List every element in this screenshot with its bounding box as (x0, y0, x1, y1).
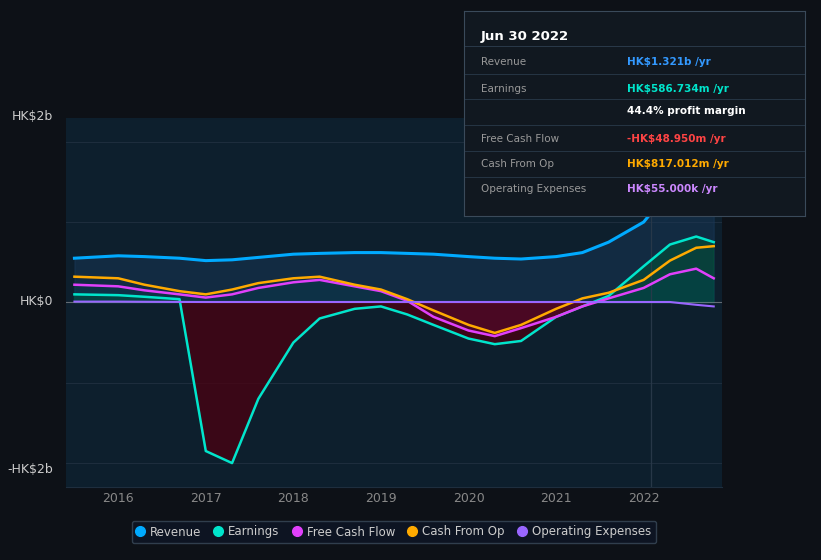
Text: HK$1.321b /yr: HK$1.321b /yr (627, 57, 711, 67)
Text: HK$0: HK$0 (20, 295, 53, 308)
Text: -HK$2b: -HK$2b (7, 463, 53, 476)
Text: Jun 30 2022: Jun 30 2022 (481, 30, 569, 43)
Text: HK$55.000k /yr: HK$55.000k /yr (627, 184, 718, 194)
Text: Free Cash Flow: Free Cash Flow (481, 134, 559, 144)
Text: HK$817.012m /yr: HK$817.012m /yr (627, 160, 729, 169)
Legend: Revenue, Earnings, Free Cash Flow, Cash From Op, Operating Expenses: Revenue, Earnings, Free Cash Flow, Cash … (132, 521, 656, 543)
Text: Earnings: Earnings (481, 84, 526, 94)
Text: -HK$48.950m /yr: -HK$48.950m /yr (627, 134, 726, 144)
Text: 44.4% profit margin: 44.4% profit margin (627, 106, 746, 116)
Text: Operating Expenses: Operating Expenses (481, 184, 586, 194)
Text: Cash From Op: Cash From Op (481, 160, 554, 169)
Text: HK$2b: HK$2b (12, 110, 53, 123)
Text: HK$586.734m /yr: HK$586.734m /yr (627, 84, 729, 94)
Text: Revenue: Revenue (481, 57, 526, 67)
